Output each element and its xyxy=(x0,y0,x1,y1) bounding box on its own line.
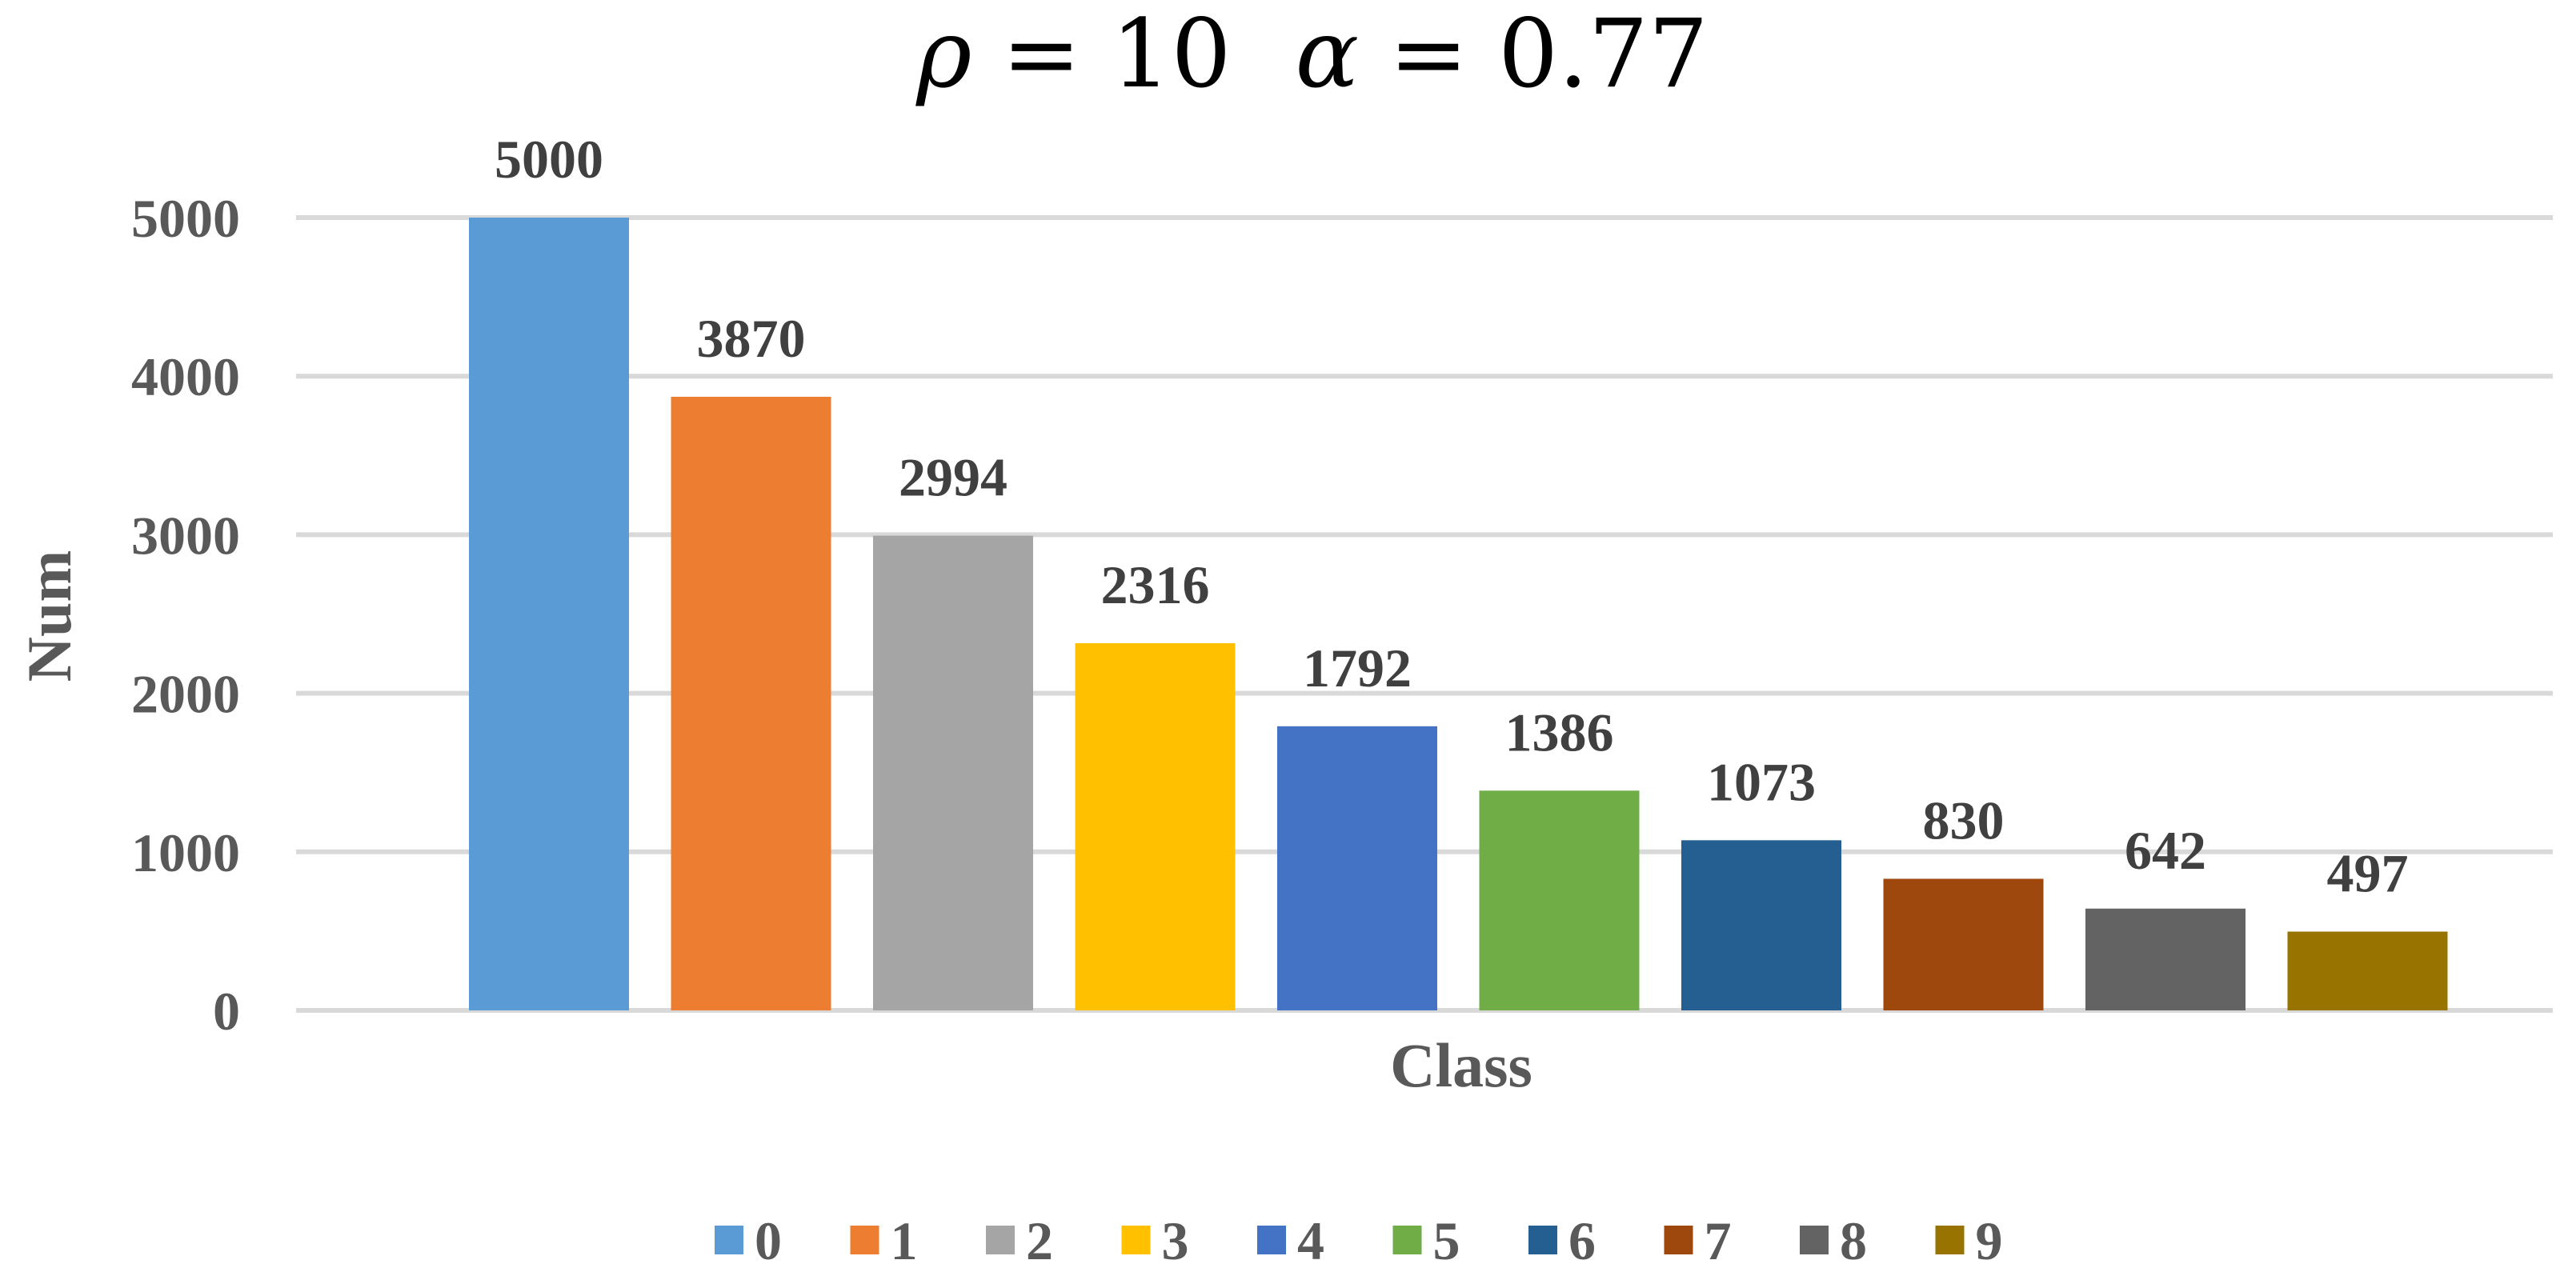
legend-swatch xyxy=(850,1226,879,1254)
data-label-class-8: 642 xyxy=(2125,820,2206,881)
bar-class-8 xyxy=(2085,908,2245,1010)
y-tick-label: 0 xyxy=(213,981,240,1042)
legend-item-0: 0 xyxy=(715,1210,782,1271)
legend-label: 6 xyxy=(1568,1210,1596,1271)
legend-label: 3 xyxy=(1162,1210,1189,1271)
legend-label: 9 xyxy=(1976,1210,2003,1271)
chart-title: ρ = 10 α = 0.77 xyxy=(915,0,1709,109)
legend-swatch xyxy=(1800,1226,1829,1254)
data-label-class-7: 830 xyxy=(1923,790,2005,850)
legend-item-2: 2 xyxy=(986,1210,1053,1271)
legend-item-5: 5 xyxy=(1392,1210,1460,1271)
legend-swatch xyxy=(1257,1226,1286,1254)
bar-class-5 xyxy=(1479,790,1640,1010)
legend-item-3: 3 xyxy=(1121,1210,1189,1271)
data-label-class-5: 1386 xyxy=(1505,702,1614,762)
legend-item-8: 8 xyxy=(1800,1210,1867,1271)
bars xyxy=(469,218,2448,1010)
rho-value: = 10 xyxy=(972,0,1232,109)
legend-item-6: 6 xyxy=(1528,1210,1596,1271)
legend-label: 2 xyxy=(1026,1210,1053,1271)
bar-class-9 xyxy=(2287,931,2448,1010)
bar-class-7 xyxy=(1883,878,2044,1010)
legend-item-7: 7 xyxy=(1664,1210,1732,1271)
legend: 0 1 2 3 4 5 6 7 8 9 xyxy=(715,1210,2003,1271)
y-tick-labels: 0 1000 2000 3000 4000 5000 xyxy=(131,188,240,1042)
data-label-class-6: 1073 xyxy=(1707,751,1816,812)
legend-swatch xyxy=(1664,1226,1693,1254)
bar-class-2 xyxy=(873,535,1033,1010)
x-axis-label: Class xyxy=(1390,1030,1532,1100)
legend-label: 1 xyxy=(891,1210,918,1271)
alpha-symbol: α xyxy=(1296,0,1360,109)
y-tick-label: 1000 xyxy=(131,822,240,883)
data-label-class-1: 3870 xyxy=(697,308,806,369)
data-label-class-3: 2316 xyxy=(1101,554,1210,615)
legend-swatch xyxy=(1121,1226,1151,1254)
legend-label: 4 xyxy=(1297,1210,1324,1271)
y-tick-label: 4000 xyxy=(131,346,240,407)
y-tick-label: 2000 xyxy=(131,664,240,725)
legend-item-4: 4 xyxy=(1257,1210,1324,1271)
alpha-value: = 0.77 xyxy=(1359,0,1709,109)
data-label-class-0: 5000 xyxy=(495,129,603,190)
legend-label: 0 xyxy=(755,1210,782,1271)
bar-class-0 xyxy=(469,218,629,1010)
legend-swatch xyxy=(1392,1226,1422,1254)
bar-class-1 xyxy=(671,396,831,1010)
data-label-class-2: 2994 xyxy=(899,447,1008,508)
legend-item-9: 9 xyxy=(1935,1210,2003,1271)
bar-class-6 xyxy=(1681,840,1841,1010)
legend-swatch xyxy=(1935,1226,1965,1254)
legend-swatch xyxy=(986,1226,1015,1254)
legend-label: 5 xyxy=(1433,1210,1460,1271)
bar-class-4 xyxy=(1277,726,1437,1010)
y-tick-label: 5000 xyxy=(131,188,240,249)
data-label-class-4: 1792 xyxy=(1303,638,1412,698)
y-tick-label: 3000 xyxy=(131,505,240,566)
legend-label: 7 xyxy=(1705,1210,1732,1271)
rho-symbol: ρ xyxy=(915,0,972,109)
legend-item-1: 1 xyxy=(850,1210,918,1271)
legend-swatch xyxy=(715,1226,743,1254)
legend-swatch xyxy=(1528,1226,1557,1254)
y-axis-label: Num xyxy=(14,550,84,682)
data-labels: 5000 3870 2994 2316 1792 1386 1073 830 642 497 xyxy=(495,129,2409,903)
legend-label: 8 xyxy=(1840,1210,1867,1271)
data-label-class-9: 497 xyxy=(2327,842,2409,903)
bar-class-3 xyxy=(1075,642,1236,1010)
